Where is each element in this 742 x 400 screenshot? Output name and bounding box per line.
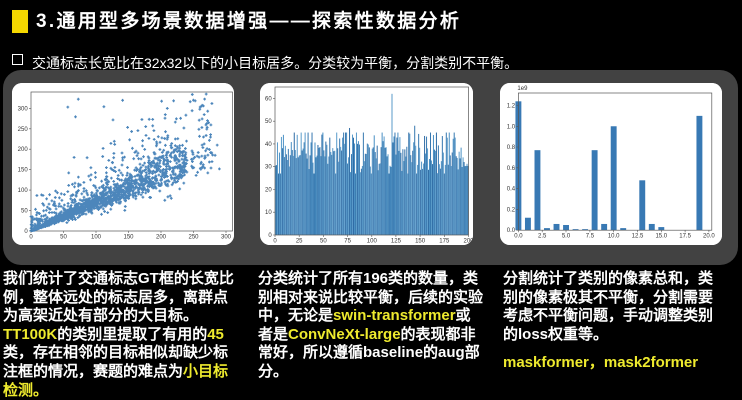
svg-text:125: 125	[391, 238, 402, 244]
svg-text:50: 50	[265, 119, 272, 125]
svg-text:50: 50	[60, 234, 67, 240]
svg-text:75: 75	[344, 238, 351, 244]
svg-text:100: 100	[367, 238, 378, 244]
svg-text:200: 200	[18, 147, 29, 153]
svg-text:30: 30	[265, 165, 272, 171]
svg-text:0.8: 0.8	[507, 145, 516, 151]
svg-text:300: 300	[18, 106, 29, 112]
svg-text:300: 300	[221, 234, 232, 240]
svg-text:1.0: 1.0	[507, 124, 516, 130]
svg-text:7.5: 7.5	[586, 234, 595, 240]
svg-text:1.2: 1.2	[507, 104, 516, 110]
svg-text:100: 100	[18, 188, 29, 194]
svg-text:5.0: 5.0	[562, 234, 571, 240]
svg-text:150: 150	[18, 168, 29, 174]
svg-text:50: 50	[320, 238, 327, 244]
svg-text:250: 250	[18, 127, 29, 133]
svg-text:0.6: 0.6	[507, 166, 516, 172]
svg-text:60: 60	[265, 96, 272, 102]
svg-text:200: 200	[156, 234, 167, 240]
svg-text:0.4: 0.4	[507, 187, 516, 193]
svg-text:10.0: 10.0	[608, 234, 620, 240]
svg-text:25: 25	[296, 238, 303, 244]
svg-text:0.0: 0.0	[507, 228, 516, 234]
svg-text:250: 250	[188, 234, 199, 240]
svg-text:0.0: 0.0	[514, 234, 523, 240]
svg-text:15.0: 15.0	[655, 234, 667, 240]
svg-text:40: 40	[265, 142, 272, 148]
svg-text:2.5: 2.5	[538, 234, 547, 240]
svg-text:100: 100	[91, 234, 102, 240]
svg-text:12.5: 12.5	[632, 234, 644, 240]
svg-text:150: 150	[123, 234, 134, 240]
svg-text:50: 50	[21, 209, 28, 215]
svg-text:175: 175	[439, 238, 450, 244]
svg-text:17.5: 17.5	[679, 234, 691, 240]
svg-text:20: 20	[265, 188, 272, 194]
svg-text:20.0: 20.0	[703, 234, 715, 240]
svg-text:150: 150	[415, 238, 426, 244]
svg-text:0.2: 0.2	[507, 207, 516, 213]
svg-text:10: 10	[265, 210, 272, 216]
svg-text:1e9: 1e9	[517, 86, 528, 92]
